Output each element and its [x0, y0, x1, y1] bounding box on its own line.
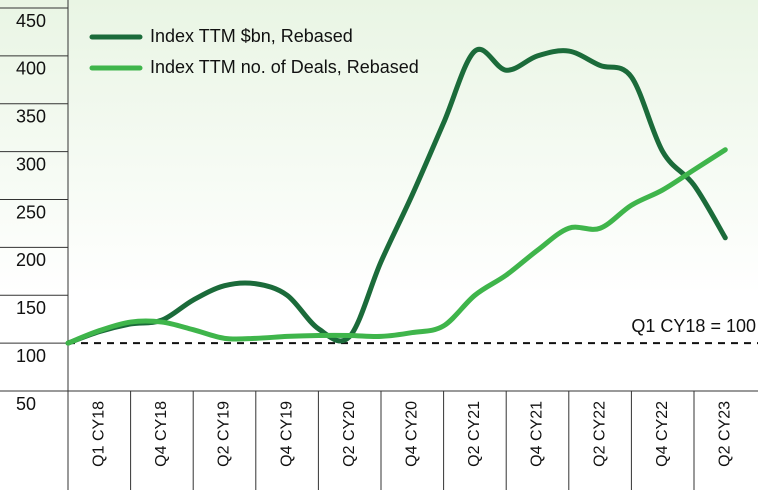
y-tick-label: 450	[16, 11, 46, 31]
y-tick-label: 100	[16, 346, 46, 366]
x-tick-label: Q1 CY18	[91, 401, 108, 467]
x-tick-label: Q2 CY19	[216, 401, 233, 467]
y-tick-label: 400	[16, 59, 46, 79]
x-tick-label: Q2 CY23	[717, 401, 734, 467]
x-tick-label: Q4 CY21	[529, 401, 546, 467]
annotation: Q1 CY18 = 100	[631, 316, 756, 336]
y-tick-label: 300	[16, 154, 46, 174]
legend-label: Index TTM $bn, Rebased	[150, 26, 353, 46]
x-tick-label: Q2 CY22	[591, 401, 608, 467]
series-line	[65, 147, 728, 346]
x-tick-label: Q4 CY20	[404, 401, 421, 467]
y-tick-label: 150	[16, 298, 46, 318]
y-tick-label: 200	[16, 250, 46, 270]
y-tick-label: 250	[16, 202, 46, 222]
series-line	[65, 46, 728, 346]
x-tick-label: Q4 CY19	[278, 401, 295, 467]
y-tick-label: 50	[16, 394, 36, 414]
x-tick-label: Q2 CY20	[341, 401, 358, 467]
y-tick-label: 350	[16, 107, 46, 127]
x-tick-label: Q4 CY22	[654, 401, 671, 467]
x-tick-label: Q4 CY18	[153, 401, 170, 467]
x-tick-label: Q2 CY21	[466, 401, 483, 467]
legend-label: Index TTM no. of Deals, Rebased	[150, 57, 419, 77]
